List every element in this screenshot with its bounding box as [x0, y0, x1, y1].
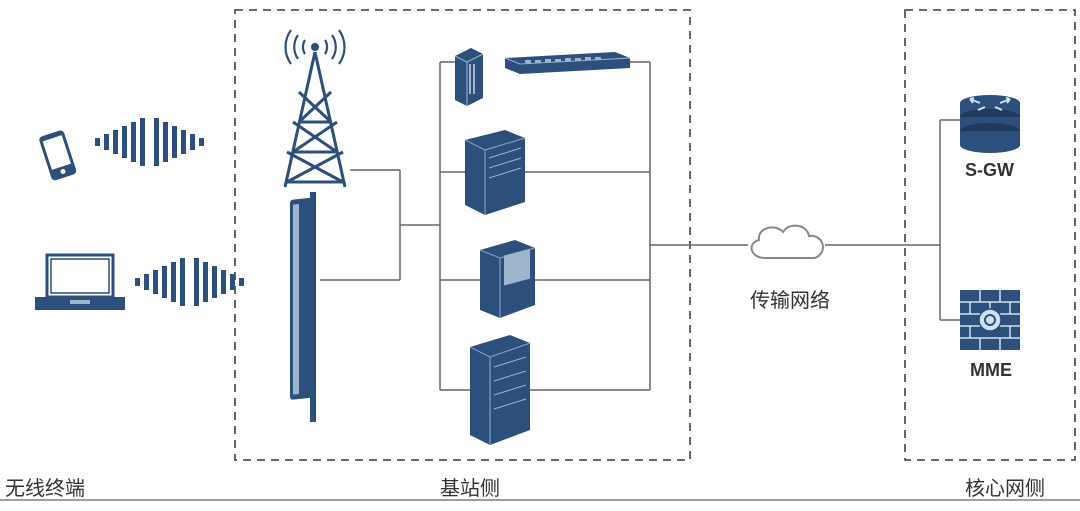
core-network-label: 核心网侧	[965, 472, 1045, 501]
rack-switch-icon	[505, 52, 630, 74]
antenna-panel-icon	[290, 192, 316, 422]
router-stack-icon	[960, 95, 1020, 153]
cabinet-icon	[480, 240, 535, 318]
mme-label: MME	[970, 360, 1012, 381]
cell-tower-icon	[285, 30, 345, 187]
firewall-icon	[960, 290, 1020, 350]
terminal-label: 无线终端	[5, 472, 85, 501]
wireless-signal-icon	[95, 118, 204, 166]
transport-label: 传输网络	[750, 284, 830, 313]
cloud-icon	[752, 226, 823, 258]
rru-icon	[455, 48, 483, 106]
cabinet-icon	[465, 130, 525, 215]
core-network-region	[905, 10, 1075, 460]
network-diagram	[0, 0, 1080, 511]
cabinet-icon	[470, 335, 530, 445]
wireless-signal-icon	[135, 258, 244, 306]
phone-icon	[38, 129, 77, 181]
sgw-label: S-GW	[965, 160, 1014, 181]
base-station-label: 基站侧	[440, 472, 500, 501]
connector-line	[320, 62, 960, 390]
laptop-icon	[35, 255, 125, 310]
